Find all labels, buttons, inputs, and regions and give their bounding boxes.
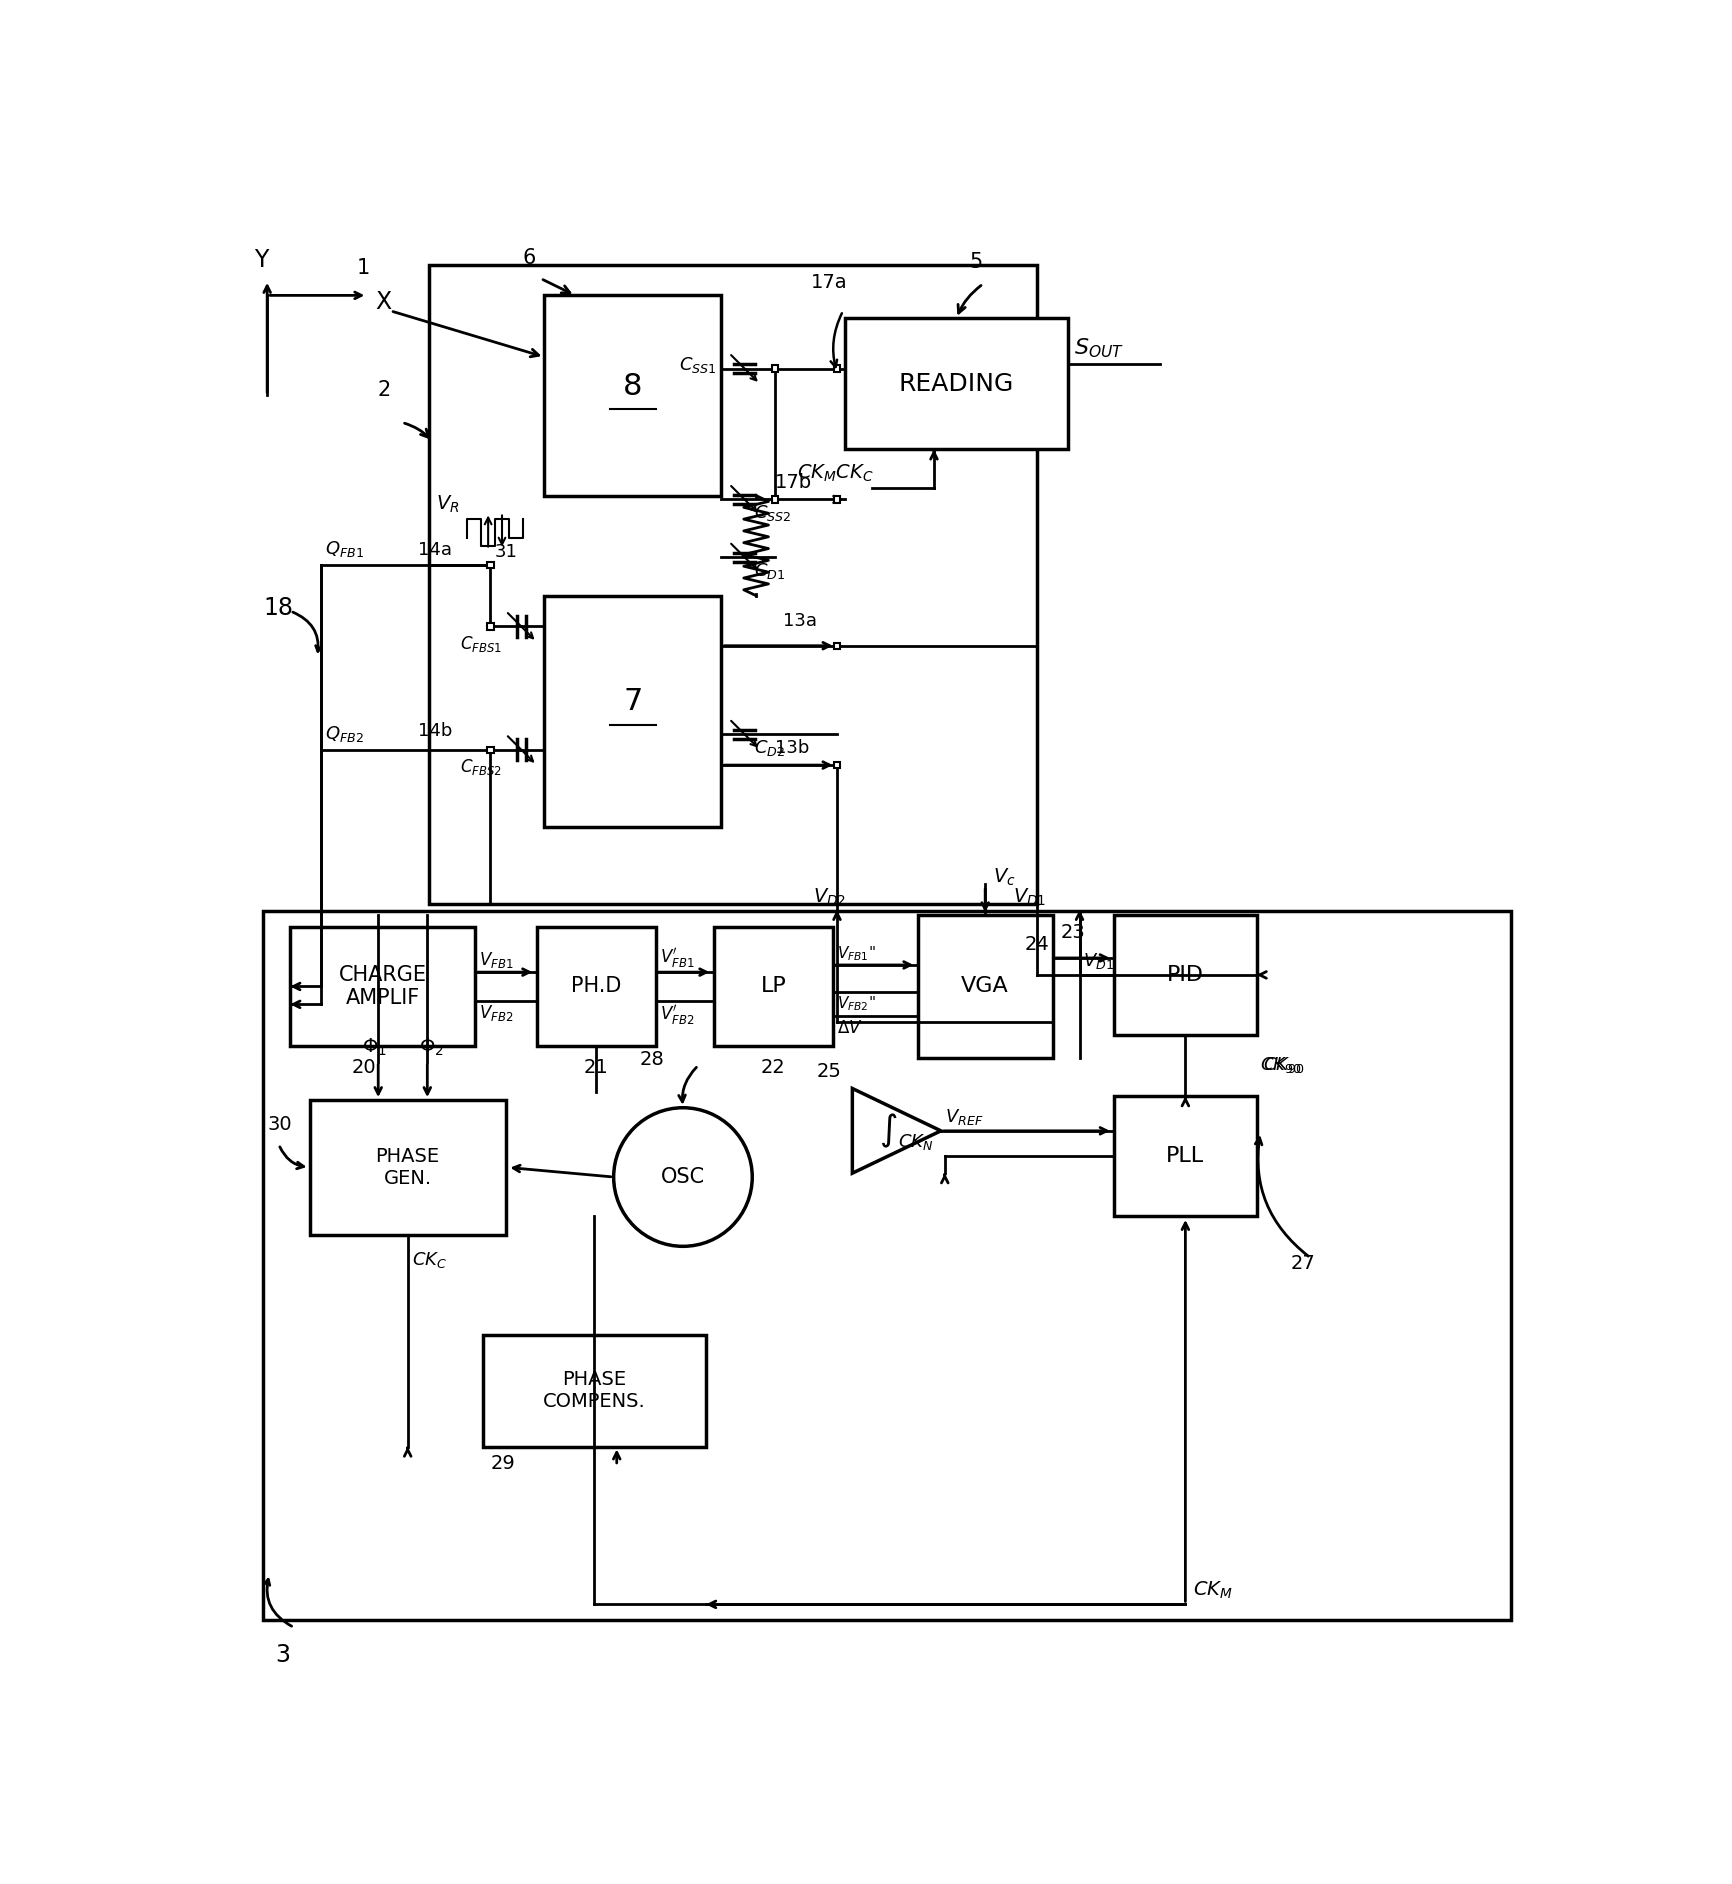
Text: $Q_{FB2}$: $Q_{FB2}$	[324, 723, 364, 744]
Text: $V_{FB1}'$: $V_{FB1}'$	[660, 946, 695, 970]
Text: $V_{D1}$: $V_{D1}$	[1011, 885, 1046, 908]
Bar	[483, 1336, 705, 1447]
Text: X: X	[374, 290, 391, 313]
Text: 17a: 17a	[811, 273, 847, 292]
Bar	[487, 561, 494, 567]
Text: $S_{OUT}$: $S_{OUT}$	[1074, 337, 1124, 360]
Text: 24: 24	[1024, 934, 1050, 953]
Text: $C_{FBS2}$: $C_{FBS2}$	[459, 757, 501, 778]
Circle shape	[613, 1108, 752, 1247]
Text: $CK_{90}$: $CK_{90}$	[1263, 1055, 1304, 1076]
Bar	[772, 365, 778, 371]
Text: $C_{FBS1}$: $C_{FBS1}$	[459, 635, 502, 654]
Bar	[714, 927, 833, 1046]
Bar	[1114, 916, 1256, 1034]
Bar	[772, 495, 778, 503]
Text: $\Phi_2$: $\Phi_2$	[419, 1036, 443, 1057]
Text: 21: 21	[584, 1057, 608, 1076]
Bar	[487, 624, 494, 629]
Bar	[263, 912, 1510, 1620]
Text: $V_{D1}$: $V_{D1}$	[1082, 951, 1114, 970]
Text: 3: 3	[275, 1643, 289, 1667]
Bar	[833, 642, 840, 648]
Text: 6: 6	[521, 249, 535, 268]
Bar	[843, 318, 1067, 450]
Text: $V_{FB2}$": $V_{FB2}$"	[837, 995, 875, 1014]
Text: 28: 28	[639, 1049, 663, 1070]
Text: 20: 20	[352, 1057, 376, 1076]
Text: 14a: 14a	[417, 541, 452, 560]
Text: $V_{D2}$: $V_{D2}$	[812, 885, 845, 908]
Text: OSC: OSC	[660, 1166, 705, 1187]
Text: $C_{D1}$: $C_{D1}$	[753, 561, 785, 580]
Text: 25: 25	[816, 1063, 842, 1081]
Text: $V_{FB1}$: $V_{FB1}$	[478, 950, 513, 970]
Text: 8: 8	[624, 371, 643, 401]
Text: 22: 22	[760, 1057, 785, 1076]
Text: 29: 29	[490, 1454, 514, 1473]
Text: $\Phi_1$: $\Phi_1$	[362, 1036, 386, 1057]
Text: 7: 7	[624, 688, 643, 716]
Text: $C_{SS1}$: $C_{SS1}$	[679, 354, 715, 375]
Bar	[1114, 1096, 1256, 1215]
Text: PID: PID	[1166, 965, 1204, 985]
Text: $\int$: $\int$	[878, 1112, 897, 1149]
Text: $CK_N$: $CK_N$	[897, 1132, 932, 1151]
Text: PHASE
COMPENS.: PHASE COMPENS.	[542, 1370, 646, 1411]
Text: 5: 5	[968, 252, 982, 273]
Text: LP: LP	[760, 976, 786, 997]
Text: 14b: 14b	[417, 722, 452, 740]
Text: 13a: 13a	[783, 612, 816, 631]
Text: CHARGE
AMPLIF: CHARGE AMPLIF	[338, 965, 426, 1008]
Text: $\Delta V$: $\Delta V$	[837, 1019, 863, 1036]
Text: VGA: VGA	[961, 976, 1008, 997]
Bar	[544, 296, 721, 495]
Text: $V_{FB2}'$: $V_{FB2}'$	[660, 1002, 695, 1027]
Bar	[310, 1100, 506, 1234]
Text: $CK_C$: $CK_C$	[410, 1251, 447, 1270]
Text: $V_{REF}$: $V_{REF}$	[944, 1108, 982, 1127]
Text: $V_{FB2}$: $V_{FB2}$	[478, 1002, 513, 1023]
Bar	[428, 264, 1036, 904]
Text: $C_{D2}$: $C_{D2}$	[753, 739, 785, 757]
Bar	[537, 927, 656, 1046]
Bar	[544, 595, 721, 827]
Text: 30: 30	[267, 1115, 291, 1134]
Text: 23: 23	[1060, 923, 1084, 942]
Bar	[833, 495, 840, 503]
Text: PHASE
GEN.: PHASE GEN.	[376, 1147, 440, 1189]
Bar	[487, 746, 494, 754]
Text: 17b: 17b	[774, 473, 812, 492]
Text: $CK_M$: $CK_M$	[1192, 1579, 1231, 1601]
Text: 1: 1	[357, 258, 371, 279]
Text: PH.D: PH.D	[572, 976, 622, 997]
Text: 27: 27	[1290, 1255, 1315, 1274]
Text: $V_R$: $V_R$	[436, 494, 459, 514]
Text: READING: READING	[899, 371, 1013, 396]
Text: Y: Y	[253, 249, 268, 273]
Text: 13b: 13b	[774, 739, 809, 757]
Bar	[289, 927, 475, 1046]
Bar	[833, 365, 840, 371]
Text: 31: 31	[494, 543, 516, 561]
Text: $V_c$: $V_c$	[992, 867, 1015, 887]
Bar	[833, 761, 840, 769]
Text: $CK_{90}$: $CK_{90}$	[1259, 1055, 1301, 1076]
Text: $Q_{FB1}$: $Q_{FB1}$	[324, 539, 364, 560]
Text: $V_{FB1}$": $V_{FB1}$"	[837, 944, 875, 963]
Bar	[918, 916, 1051, 1057]
Text: $C_{SS2}$: $C_{SS2}$	[753, 503, 790, 524]
Text: PLL: PLL	[1166, 1145, 1204, 1166]
Text: 2: 2	[378, 381, 390, 399]
Text: 18: 18	[263, 595, 293, 620]
Polygon shape	[852, 1089, 940, 1174]
Text: $CK_MCK_C$: $CK_MCK_C$	[797, 463, 873, 484]
